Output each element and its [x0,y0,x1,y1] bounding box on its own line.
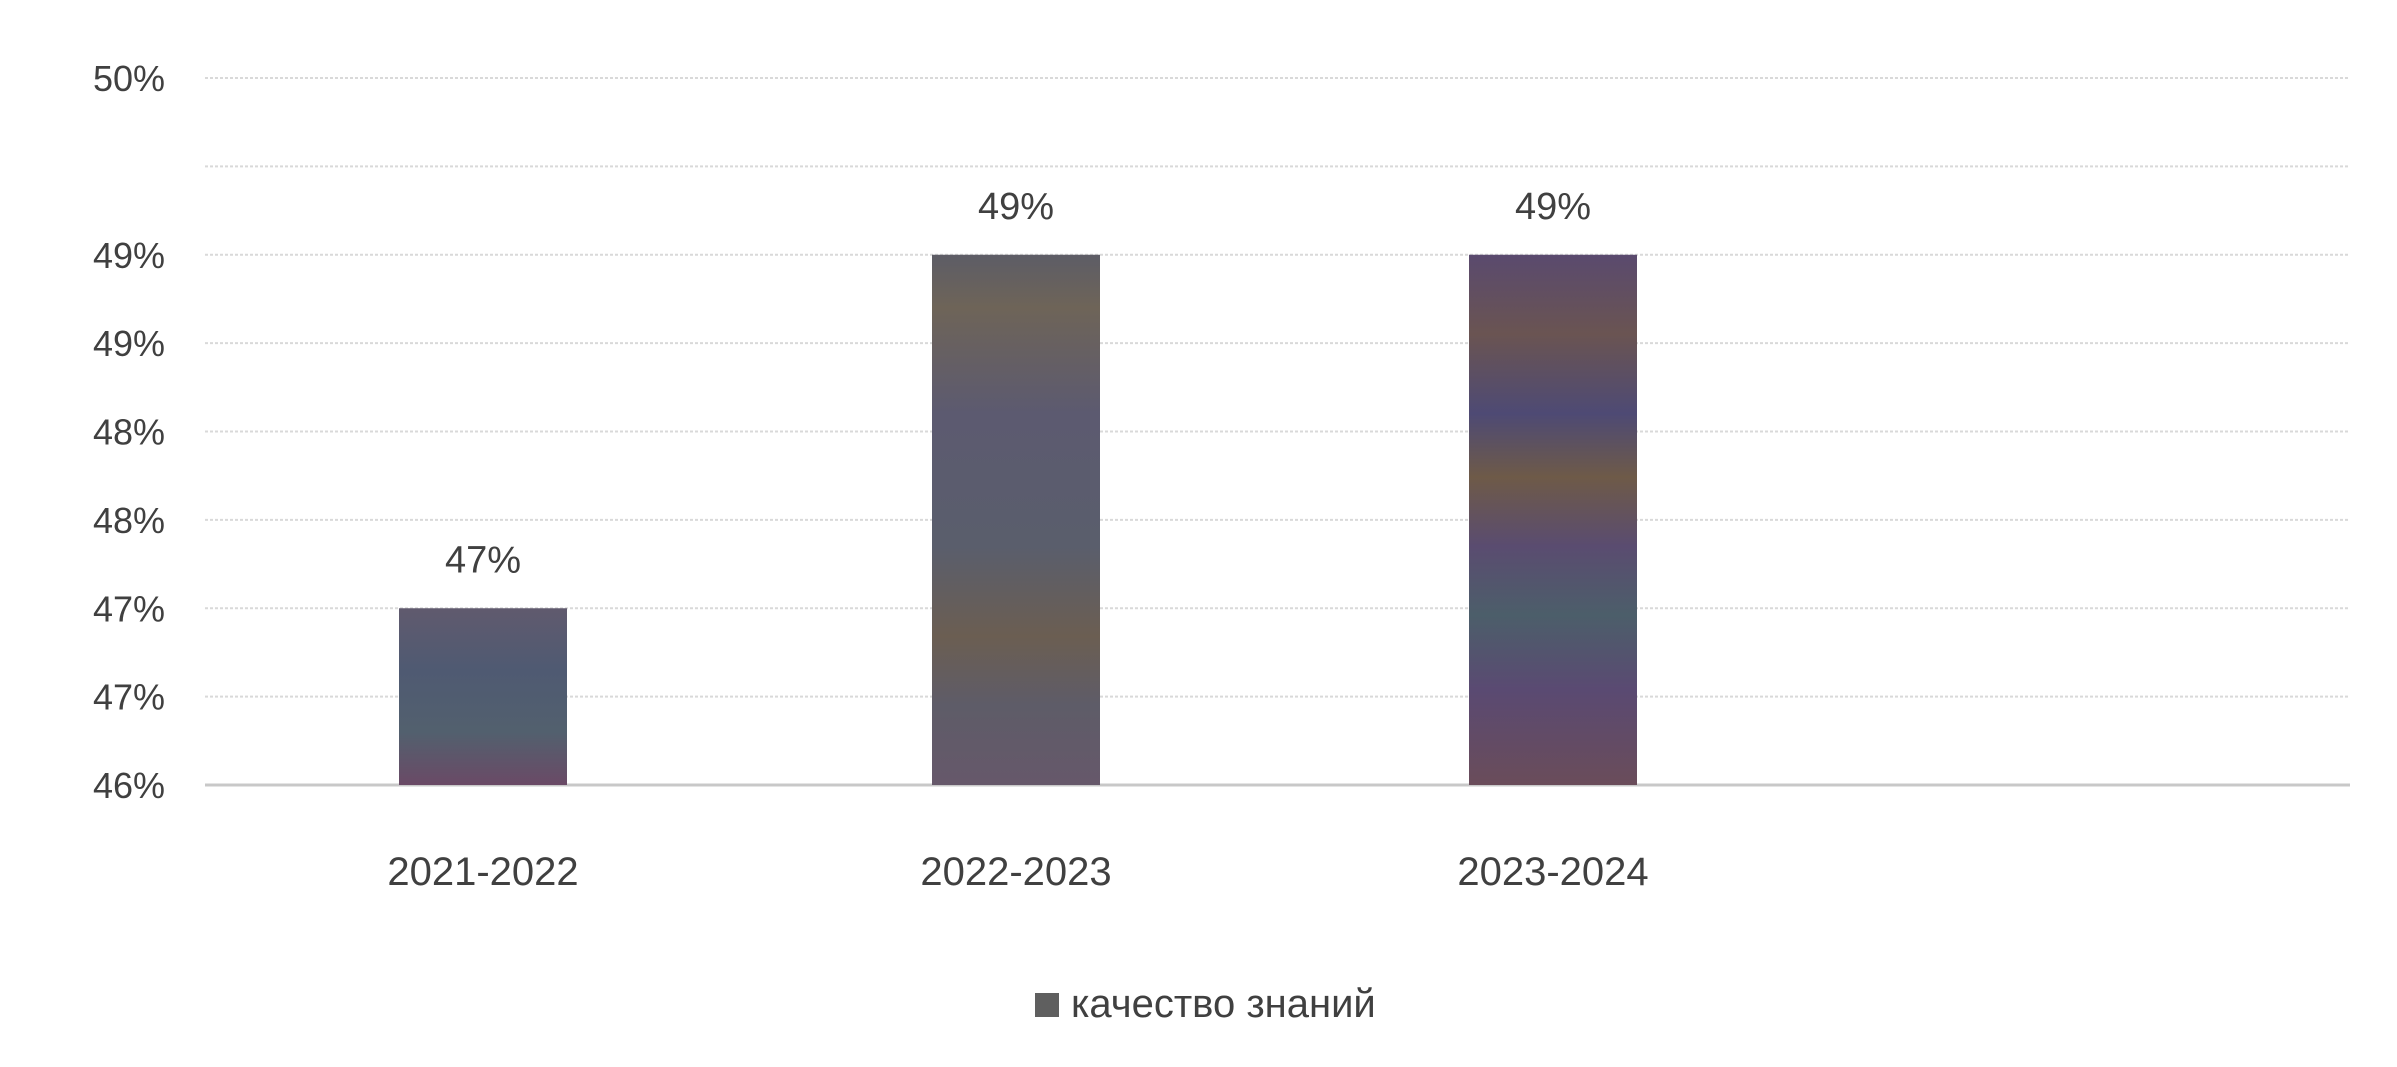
y-tick-label: 50% [93,58,165,99]
y-tick-label: 47% [93,677,165,718]
legend-swatch [1035,993,1059,1017]
y-tick-label: 49% [93,323,165,364]
bar-2023-2024 [1469,254,1637,785]
data-labels: 47% 49% 49% [445,186,1591,582]
bar-2021-2022 [399,608,567,785]
data-label-2022-2023: 49% [978,186,1054,228]
bar-2022-2023 [932,254,1100,785]
y-tick-label: 46% [93,765,165,806]
bars [399,254,1637,785]
legend: качество знаний [1035,982,1376,1026]
data-label-2021-2022: 47% [445,539,521,581]
y-tick-label: 49% [93,235,165,276]
x-tick-label-2023-2024: 2023-2024 [1457,850,1648,894]
x-tick-label-2022-2023: 2022-2023 [920,850,1111,894]
y-tick-label: 47% [93,588,165,629]
x-axis-category-labels: 2021-2022 2022-2023 2023-2024 [387,850,1648,894]
legend-label: качество знаний [1071,982,1376,1026]
y-tick-label: 48% [93,500,165,541]
y-tick-label: 48% [93,412,165,453]
y-axis-tick-labels: 46% 47% 47% 48% 48% 49% 49% 50% [93,58,165,806]
x-tick-label-2021-2022: 2021-2022 [387,850,578,894]
data-label-2023-2024: 49% [1515,186,1591,228]
